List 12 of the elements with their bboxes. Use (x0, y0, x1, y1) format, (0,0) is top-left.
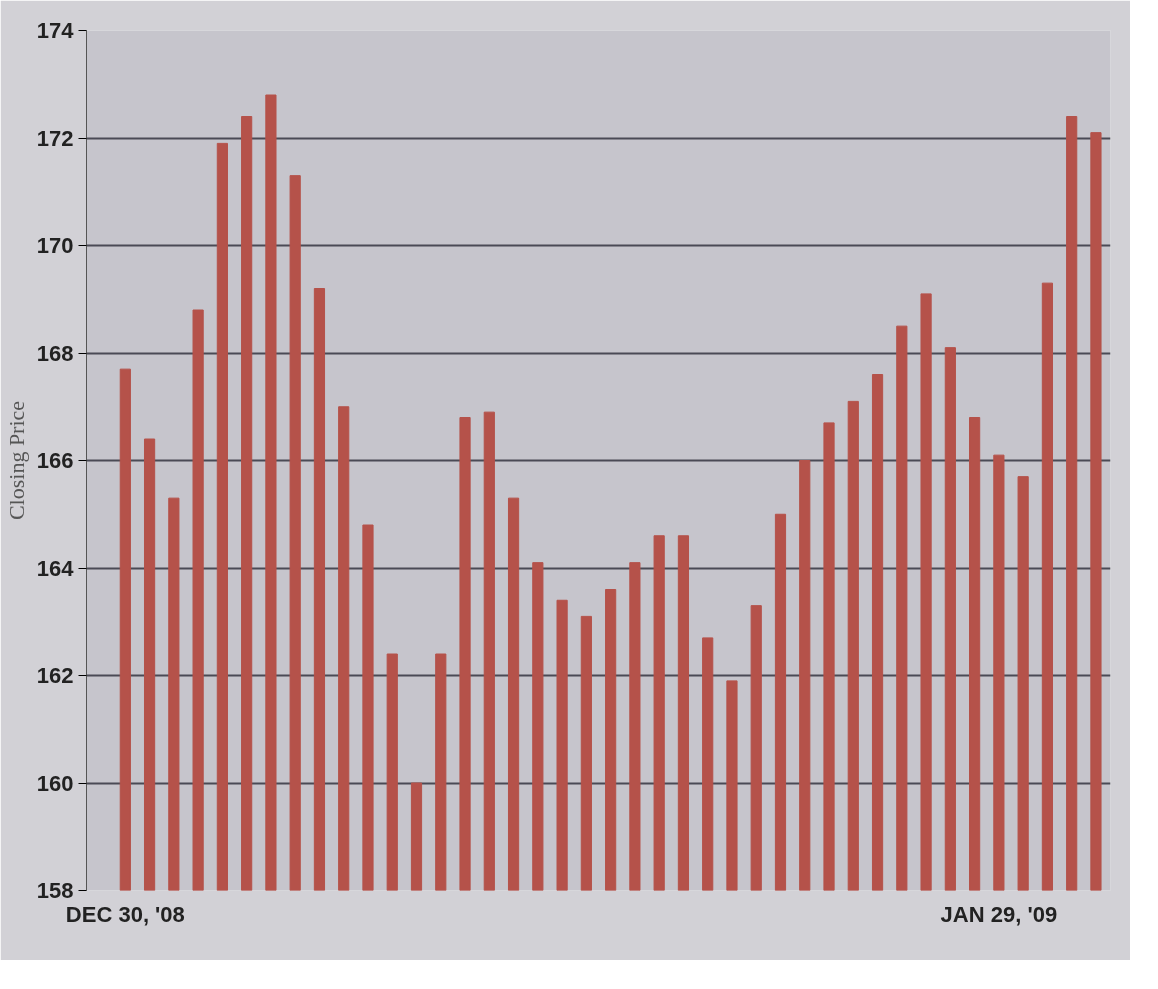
y-tick-label: 162 (36, 663, 74, 688)
y-tick-label: 170 (36, 233, 74, 258)
y-tick-label: 166 (36, 448, 74, 473)
y-tick-label: 160 (36, 770, 74, 796)
y-tick-label: 164 (36, 555, 75, 581)
x-tick-label: JAN 29, '09 (940, 901, 1058, 927)
x-tick-label: DEC 30, '08 (65, 901, 185, 927)
y-tick-label: 174 (36, 18, 75, 43)
y-tick-label: 168 (36, 340, 74, 366)
y-axis-title: Closing Price (3, 400, 29, 521)
y-tick-label: 158 (36, 878, 74, 903)
y-tick-label: 172 (36, 125, 74, 151)
